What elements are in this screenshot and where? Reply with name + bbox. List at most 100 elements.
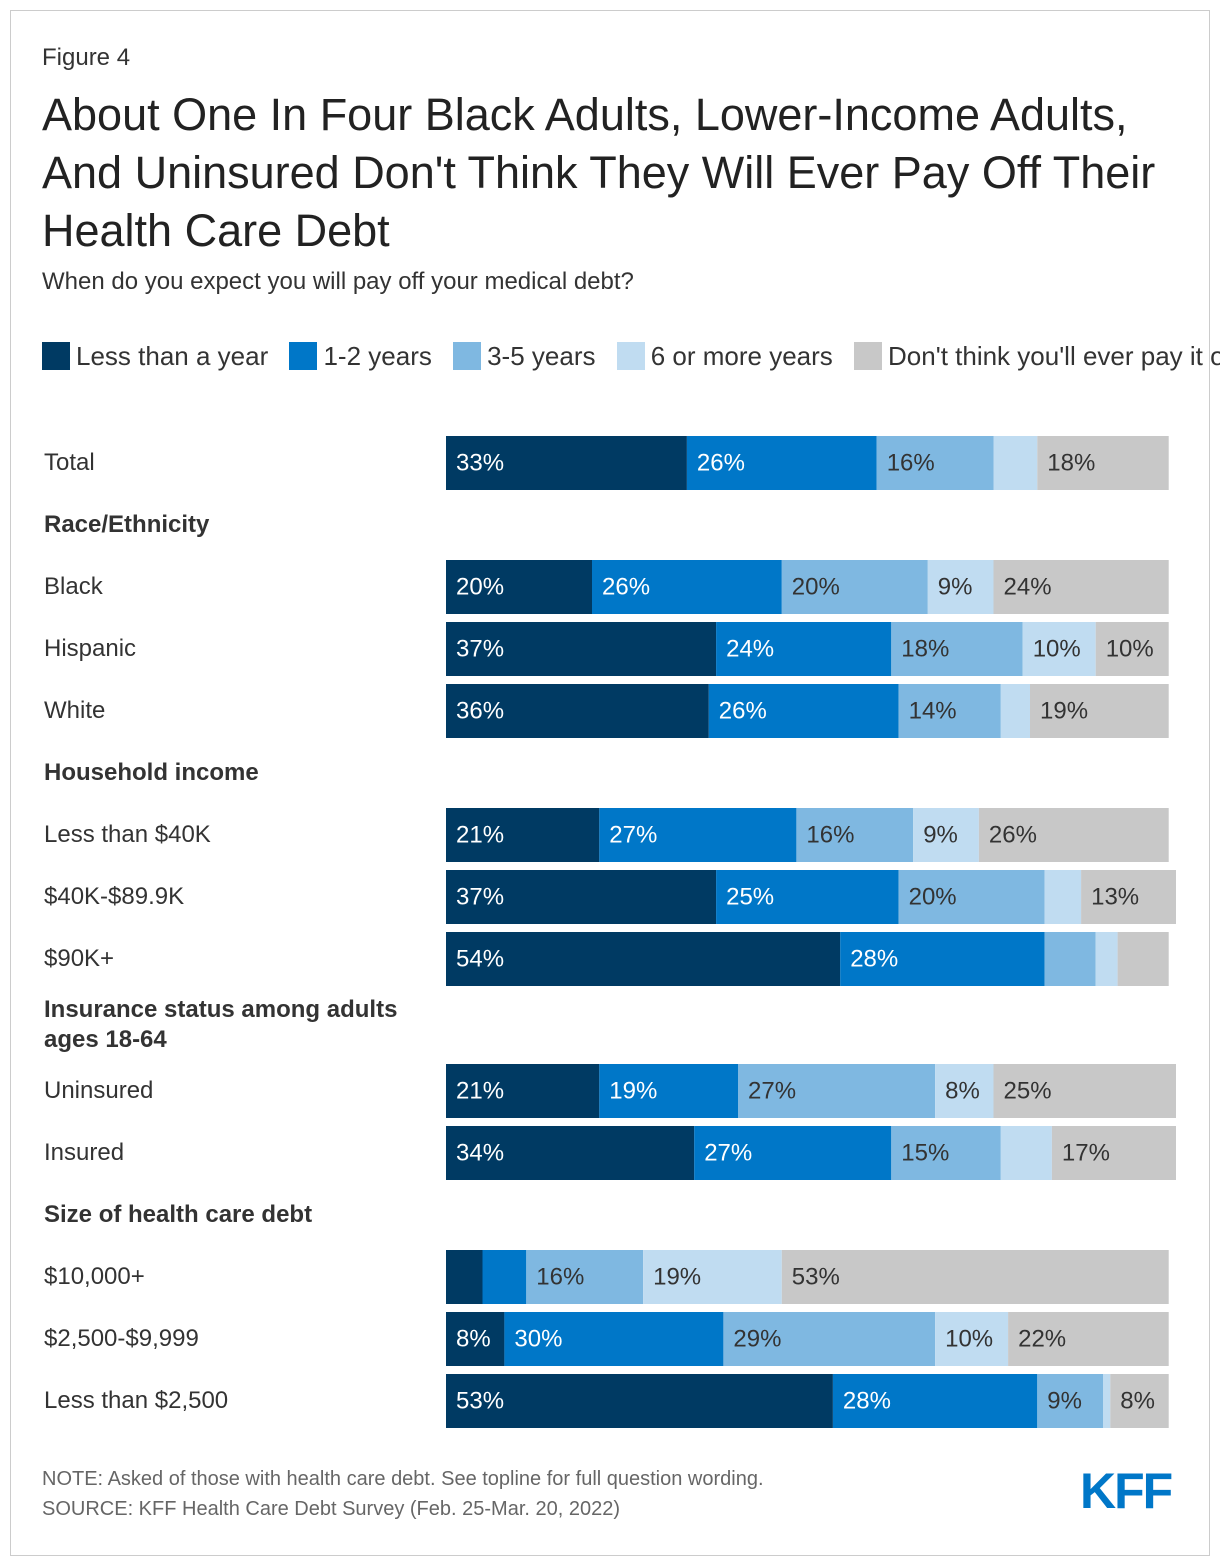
bar-segment xyxy=(446,808,600,862)
value-label: 16% xyxy=(536,1263,584,1290)
bar-segment xyxy=(898,870,1045,924)
legend-item: Less than a year xyxy=(42,341,275,371)
value-label: 21% xyxy=(456,821,504,848)
bar-segment xyxy=(1095,622,1169,676)
legend: Less than a year 1-2 years 3-5 years 6 o… xyxy=(42,336,1220,376)
legend-label: 3-5 years xyxy=(487,341,596,371)
value-label: 25% xyxy=(726,883,774,910)
source: SOURCE: KFF Health Care Debt Survey (Feb… xyxy=(42,1498,620,1520)
legend-swatch xyxy=(42,342,70,370)
bar-segment xyxy=(446,1126,695,1180)
bar-segment xyxy=(891,622,1023,676)
value-label: 10% xyxy=(1033,635,1081,662)
value-label: 19% xyxy=(1040,697,1088,724)
value-label: 26% xyxy=(697,449,745,476)
category-label: Less than $40K xyxy=(44,821,211,848)
value-label: 10% xyxy=(1106,635,1154,662)
value-label: 27% xyxy=(704,1139,752,1166)
bar-segment xyxy=(643,1250,782,1304)
category-label: Insured xyxy=(44,1139,125,1166)
category-label: Uninsured xyxy=(44,1077,154,1104)
value-label: 17% xyxy=(1062,1139,1110,1166)
value-label: 36% xyxy=(456,697,504,724)
bar-segment xyxy=(1000,1126,1052,1180)
bar-segment xyxy=(723,1312,936,1366)
bar-segment xyxy=(1030,684,1169,738)
group-label: Insurance status among adults ages 18-64 xyxy=(44,996,398,1053)
value-label: 14% xyxy=(909,697,957,724)
value-label: 22% xyxy=(1018,1325,1066,1352)
bar-segment xyxy=(1110,1374,1169,1428)
legend-item: Don't think you'll ever pay it off xyxy=(854,341,1220,371)
value-label: 24% xyxy=(726,635,774,662)
figure-label: Figure 4 xyxy=(42,44,131,71)
value-label: 34% xyxy=(456,1139,504,1166)
category-label: White xyxy=(44,697,106,724)
legend-label: 6 or more years xyxy=(650,341,833,371)
legend-item: 3-5 years xyxy=(453,341,603,371)
bar-segment xyxy=(599,808,797,862)
value-label: 20% xyxy=(456,573,504,600)
bar-segment xyxy=(913,808,979,862)
frame xyxy=(10,10,1210,1556)
legend-swatch xyxy=(289,342,318,370)
category-label: Hispanic xyxy=(44,635,137,662)
value-label: 8% xyxy=(456,1325,491,1352)
value-label: 19% xyxy=(609,1077,657,1104)
bar-segment xyxy=(935,1312,1009,1366)
bar-segment xyxy=(446,870,717,924)
value-label: 28% xyxy=(843,1387,891,1414)
legend-label: Don't think you'll ever pay it off xyxy=(888,341,1220,371)
bar-segment xyxy=(978,808,1169,862)
bar-segment xyxy=(840,932,1045,986)
bar-segment xyxy=(716,870,899,924)
bar-segment xyxy=(1044,932,1096,986)
value-label: 53% xyxy=(456,1387,504,1414)
bar-segment xyxy=(796,808,914,862)
value-label: 54% xyxy=(456,945,504,972)
bar-segment xyxy=(1095,932,1118,986)
value-label: 15% xyxy=(901,1139,949,1166)
chart-title: About One In Four Black Adults, Lower-In… xyxy=(42,89,1156,256)
bar-segment xyxy=(891,1126,1001,1180)
bar-segment xyxy=(599,1064,738,1118)
value-label: 27% xyxy=(609,821,657,848)
value-label: 16% xyxy=(806,821,854,848)
group-label: Household income xyxy=(44,759,259,786)
value-label: 25% xyxy=(1004,1077,1052,1104)
bar-segment xyxy=(446,622,717,676)
bar-segment xyxy=(708,684,899,738)
legend-item: 6 or more years xyxy=(616,341,840,371)
value-label: 37% xyxy=(456,635,504,662)
bar-segment xyxy=(832,1374,1038,1428)
bar-segment xyxy=(993,1064,1176,1118)
group-label: Race/Ethnicity xyxy=(44,511,210,538)
bar-segment xyxy=(1008,1312,1169,1366)
value-label: 28% xyxy=(850,945,898,972)
value-label: 9% xyxy=(1047,1387,1082,1414)
value-label: 37% xyxy=(456,883,504,910)
bar-segment xyxy=(446,1312,505,1366)
value-label: 26% xyxy=(989,821,1037,848)
category-label: $90K+ xyxy=(44,945,115,972)
bar-segment xyxy=(935,1064,994,1118)
bar-segment xyxy=(876,436,994,490)
value-label: 26% xyxy=(602,573,650,600)
bar-segment xyxy=(738,1064,936,1118)
value-label: 13% xyxy=(1091,883,1139,910)
category-label: Less than $2,500 xyxy=(44,1387,229,1414)
bar-segment xyxy=(446,1374,833,1428)
legend-swatch xyxy=(854,342,883,370)
value-label: 24% xyxy=(1004,573,1052,600)
bar-segment xyxy=(1022,622,1096,676)
value-label: 20% xyxy=(792,573,840,600)
value-label: 9% xyxy=(938,573,973,600)
value-label: 8% xyxy=(945,1077,980,1104)
legend-item: 1-2 years xyxy=(289,341,439,371)
bar-segment xyxy=(504,1312,724,1366)
legend-label: 1-2 years xyxy=(323,341,432,371)
bar-segment xyxy=(1051,1126,1176,1180)
bar-segment xyxy=(927,560,994,614)
